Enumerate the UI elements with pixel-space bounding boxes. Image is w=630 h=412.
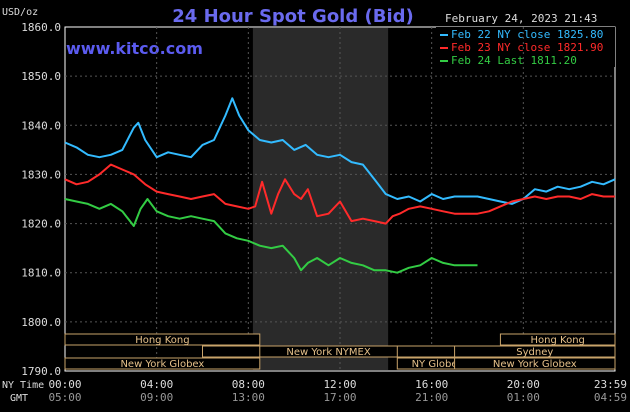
timestamp: February 24, 2023 21:43 [445, 12, 597, 25]
x-label-ny-time: NY Time [2, 380, 44, 391]
series-line [64, 163, 615, 225]
x-label-gmt: GMT [10, 393, 28, 404]
y-tick-label: 1820.0 [21, 218, 61, 231]
x-tick-label-gmt: 09:00 [140, 391, 173, 404]
x-tick-label-ny: 04:00 [140, 378, 173, 391]
session-band [64, 333, 261, 346]
shaded-session-region [252, 28, 389, 370]
x-tick-label-gmt: 13:00 [232, 391, 265, 404]
y-tick-label: 1840.0 [21, 119, 61, 132]
session-band [259, 345, 398, 358]
session-label: Hong Kong [135, 335, 189, 346]
legend-entry: Feb 22 NY close 1825.80 [451, 28, 603, 41]
y-tick-label: 1830.0 [21, 168, 61, 181]
y-axis: 1860.0 1850.0 1840.0 1830.0 1820.0 1810.0 1800… [21, 21, 615, 378]
legend-box [436, 27, 615, 67]
x-tick-label-ny: 23:59 [594, 378, 627, 391]
x-tick-label-ny: 08:00 [232, 378, 265, 391]
session-label: New York NYMEX [286, 347, 371, 358]
chart-title: 24 Hour Spot Gold (Bid) [172, 6, 413, 27]
x-tick-label-gmt: 17:00 [323, 391, 356, 404]
y-unit-label: USD/oz [2, 7, 38, 18]
y-tick-label: 1800.0 [21, 316, 61, 329]
session-band [454, 345, 616, 358]
session-band [499, 333, 616, 346]
session-label: Hong Kong [531, 335, 585, 346]
session-label: NY Globex [412, 359, 464, 370]
session-band [64, 357, 261, 370]
legend-entry: Feb 23 NY close 1821.90 [451, 41, 603, 54]
x-tick-label-ny: 16:00 [415, 378, 448, 391]
y-tick-label: 1850.0 [21, 70, 61, 83]
y-tick-label: 1860.0 [21, 21, 61, 34]
site-link[interactable]: www.kitco.com [66, 39, 203, 58]
x-tick-label-ny: 00:00 [48, 378, 81, 391]
session-label: New York Globex [493, 359, 577, 370]
session-label: Sydney [516, 347, 553, 358]
series-line [64, 198, 478, 274]
x-tick-label-ny: 12:00 [323, 378, 356, 391]
x-tick-label-gmt: 04:59 [594, 391, 627, 404]
legend-entry: Feb 24 Last 1811.20 [451, 54, 577, 67]
session-band [454, 357, 616, 370]
x-tick-label-ny: 20:00 [507, 378, 540, 391]
series-lines [64, 97, 616, 274]
y-tick-label: 1790.0 [21, 365, 61, 378]
session-label: New York Globex [120, 359, 204, 370]
x-tick-label-gmt: 05:00 [48, 391, 81, 404]
x-tick-label-gmt: 21:00 [415, 391, 448, 404]
x-tick-label-gmt: 01:00 [507, 391, 540, 404]
y-tick-label: 1810.0 [21, 267, 61, 280]
